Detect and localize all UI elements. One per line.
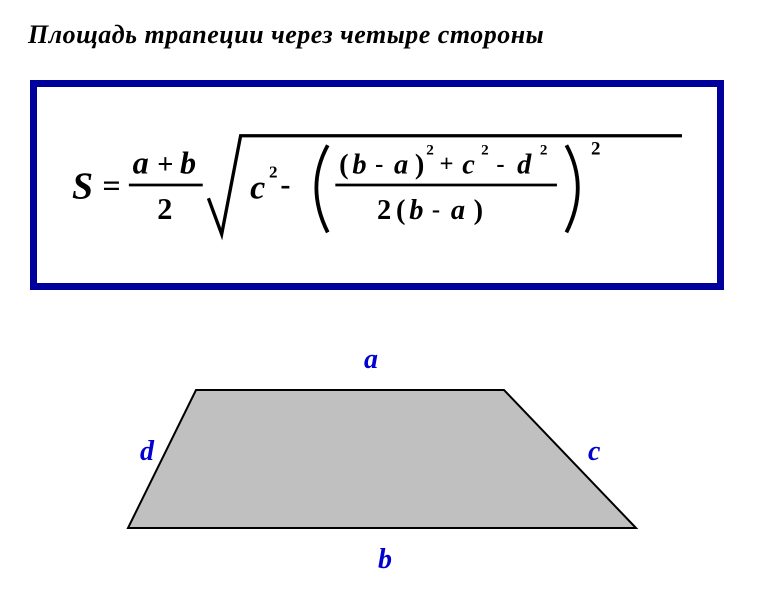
den-minus: - [432, 196, 440, 223]
in-d: d [517, 150, 532, 181]
page-title: Площадь трапеции через четыре стороны [28, 20, 544, 50]
den-2: 2 [377, 195, 391, 226]
in-d-exp: 2 [540, 142, 548, 159]
den-a: a [451, 195, 465, 226]
trapezoid-svg [116, 340, 668, 570]
formula-eq: = [102, 167, 120, 203]
big-lparen [316, 145, 327, 232]
formula-S: S [72, 165, 93, 207]
outer-exp: 2 [591, 139, 600, 160]
den-rp: ) [474, 195, 483, 226]
in-minus: - [375, 151, 383, 178]
in-minus2: - [496, 151, 504, 178]
in-b: b [352, 150, 366, 181]
in-exp1: 2 [426, 142, 434, 159]
in-c: c [462, 150, 475, 181]
in-rp1: ) [415, 150, 424, 181]
frac1-den: 2 [157, 192, 172, 226]
c2-exp: 2 [269, 162, 278, 181]
trapezoid-shape [128, 390, 636, 528]
side-label-c: c [588, 436, 600, 468]
formula-svg: S = a + b 2 c 2 - ( b - a ) 2 + c [55, 87, 699, 283]
in-lp1: ( [339, 150, 348, 181]
den-b: b [409, 195, 423, 226]
formula-box: S = a + b 2 c 2 - ( b - a ) 2 + c [30, 80, 724, 290]
frac1-plus: + [157, 150, 173, 181]
in-a: a [394, 150, 408, 181]
trapezoid-diagram: a b c d [116, 340, 668, 570]
side-label-d: d [140, 436, 154, 468]
side-label-a: a [364, 344, 378, 376]
c2-c: c [250, 169, 265, 206]
frac1-a: a [133, 145, 149, 181]
frac1-b: b [180, 145, 196, 181]
big-rparen [566, 145, 577, 232]
side-label-b: b [378, 544, 392, 576]
minus1: - [280, 167, 290, 201]
in-c-exp: 2 [481, 142, 489, 159]
den-lp: ( [396, 195, 405, 226]
in-plus: + [440, 151, 454, 178]
